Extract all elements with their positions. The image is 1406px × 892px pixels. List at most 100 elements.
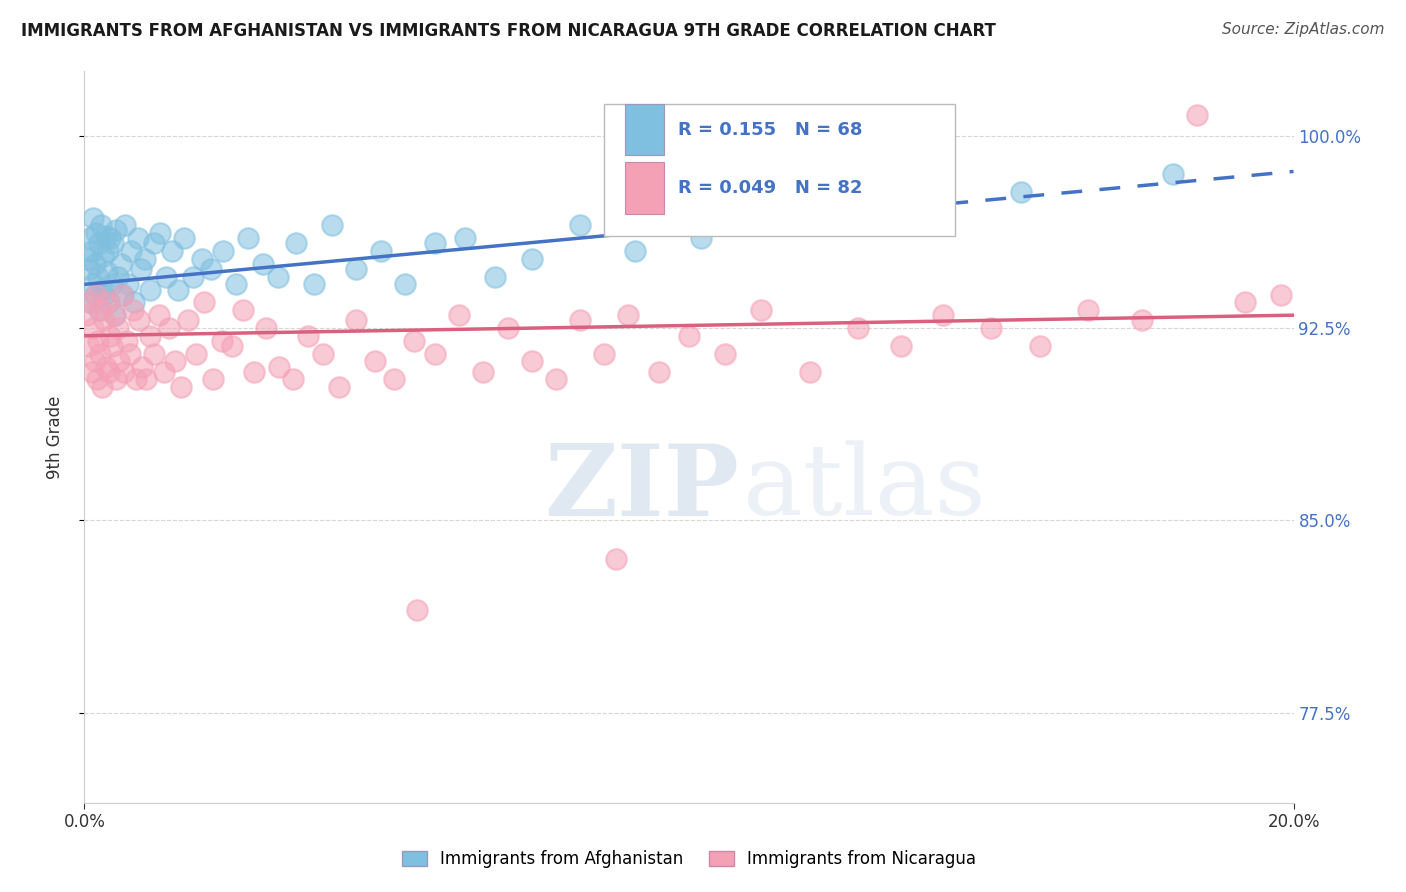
Point bbox=[122, 295, 145, 310]
Point bbox=[153, 365, 176, 379]
Point bbox=[569, 219, 592, 233]
Point bbox=[267, 269, 290, 284]
Point bbox=[87, 236, 110, 251]
Point bbox=[648, 365, 671, 379]
Point bbox=[110, 257, 132, 271]
Point bbox=[86, 269, 108, 284]
Point bbox=[143, 346, 166, 360]
Point bbox=[107, 321, 129, 335]
Point bbox=[83, 287, 105, 301]
Point bbox=[423, 236, 446, 251]
Text: ZIP: ZIP bbox=[544, 440, 738, 537]
Point bbox=[225, 277, 247, 292]
Point bbox=[173, 231, 195, 245]
Point bbox=[346, 313, 368, 327]
Point bbox=[77, 262, 100, 277]
Point bbox=[101, 236, 124, 251]
Point bbox=[1077, 303, 1099, 318]
FancyBboxPatch shape bbox=[624, 162, 664, 213]
Point bbox=[112, 365, 135, 379]
Point bbox=[91, 380, 114, 394]
Text: atlas: atlas bbox=[744, 441, 986, 536]
Point bbox=[100, 277, 122, 292]
Point bbox=[520, 252, 543, 266]
Point bbox=[328, 380, 350, 394]
Point bbox=[617, 308, 640, 322]
Text: R = 0.155   N = 68: R = 0.155 N = 68 bbox=[678, 120, 862, 138]
Legend: Immigrants from Afghanistan, Immigrants from Nicaragua: Immigrants from Afghanistan, Immigrants … bbox=[395, 844, 983, 875]
Y-axis label: 9th Grade: 9th Grade bbox=[45, 395, 63, 479]
Point bbox=[714, 346, 737, 360]
Point bbox=[312, 346, 335, 360]
Point bbox=[932, 308, 955, 322]
Point bbox=[94, 359, 117, 374]
Point bbox=[623, 244, 645, 258]
Point bbox=[91, 249, 114, 263]
Point bbox=[80, 365, 103, 379]
Point bbox=[128, 313, 150, 327]
Point bbox=[394, 277, 416, 292]
Point bbox=[454, 231, 477, 245]
Point bbox=[859, 200, 882, 214]
Text: Source: ZipAtlas.com: Source: ZipAtlas.com bbox=[1222, 22, 1385, 37]
Point bbox=[82, 211, 104, 225]
Point bbox=[177, 313, 200, 327]
Point bbox=[111, 287, 134, 301]
Point bbox=[846, 321, 869, 335]
Point bbox=[678, 328, 700, 343]
Point bbox=[402, 334, 425, 348]
Point bbox=[83, 354, 105, 368]
Point bbox=[117, 277, 139, 292]
Point bbox=[890, 339, 912, 353]
Point bbox=[242, 365, 264, 379]
Point bbox=[201, 372, 224, 386]
Point bbox=[89, 303, 111, 318]
Point bbox=[104, 308, 127, 322]
Point bbox=[186, 346, 208, 360]
Point bbox=[115, 334, 138, 348]
Point bbox=[120, 244, 142, 258]
Point bbox=[406, 603, 429, 617]
Point bbox=[76, 252, 98, 266]
Point bbox=[181, 269, 204, 284]
Point bbox=[167, 283, 190, 297]
Point bbox=[593, 346, 616, 360]
Point bbox=[90, 283, 112, 297]
Point bbox=[131, 359, 153, 374]
Point bbox=[212, 244, 235, 258]
Point bbox=[101, 339, 124, 353]
Point bbox=[484, 269, 506, 284]
Point bbox=[82, 277, 104, 292]
Point bbox=[544, 372, 567, 386]
Point bbox=[149, 226, 172, 240]
Point bbox=[297, 328, 319, 343]
Point bbox=[200, 262, 222, 277]
Point bbox=[139, 328, 162, 343]
Point bbox=[1132, 313, 1154, 327]
Point bbox=[236, 231, 259, 245]
Point bbox=[221, 339, 243, 353]
Point bbox=[423, 346, 446, 360]
Point bbox=[104, 372, 127, 386]
Point bbox=[382, 372, 405, 386]
Point bbox=[135, 372, 157, 386]
Point bbox=[90, 303, 112, 318]
Point bbox=[496, 321, 519, 335]
Point bbox=[97, 244, 120, 258]
Point bbox=[769, 211, 792, 225]
Point bbox=[346, 262, 368, 277]
Point bbox=[125, 372, 148, 386]
Point bbox=[82, 321, 104, 335]
Point bbox=[155, 269, 177, 284]
Point bbox=[193, 295, 215, 310]
Point bbox=[79, 231, 101, 245]
Point bbox=[86, 226, 108, 240]
Point bbox=[1234, 295, 1257, 310]
Point bbox=[105, 223, 128, 237]
Point bbox=[321, 219, 343, 233]
Point bbox=[79, 295, 101, 310]
Point bbox=[87, 334, 110, 348]
Point bbox=[89, 346, 111, 360]
Point bbox=[370, 244, 392, 258]
Point bbox=[97, 365, 120, 379]
